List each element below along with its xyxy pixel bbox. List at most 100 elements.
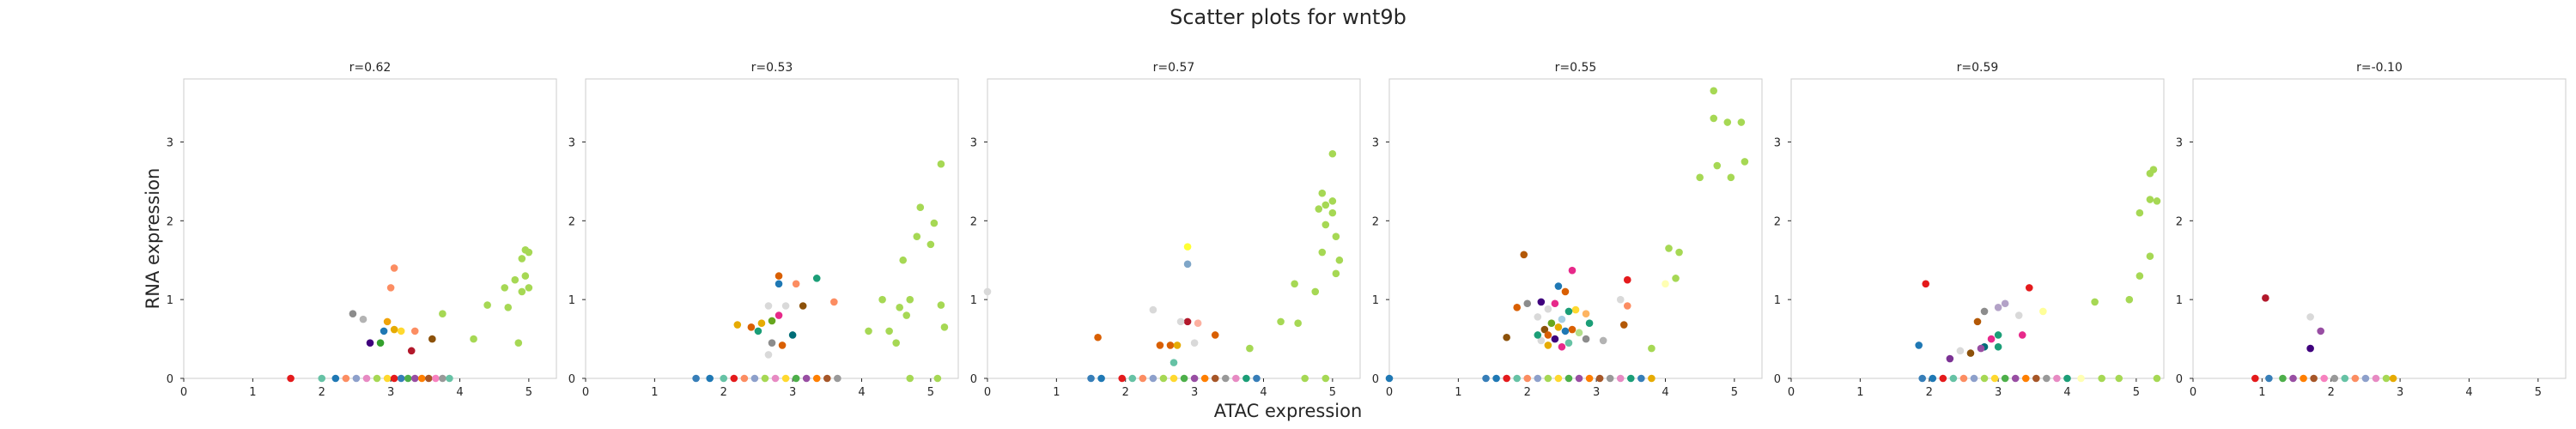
data-point <box>802 374 811 383</box>
data-point <box>775 311 783 319</box>
data-point <box>1328 149 1337 158</box>
data-point <box>362 374 371 383</box>
data-point <box>1648 374 1656 383</box>
data-point <box>1710 114 1718 123</box>
x-tick-label: 3 <box>2397 386 2403 399</box>
data-point <box>1523 374 1532 383</box>
data-point <box>397 374 405 383</box>
data-point <box>906 295 914 304</box>
data-point <box>1675 248 1683 257</box>
subplot-grid: r=0.62 0 1 2 3 4 5 0 1 2 3 r=0.53 0 1 2 3 4 5 0 1 2 3 r=0.57 0 1… <box>167 61 2567 399</box>
x-tick-label: 3 <box>1995 386 2002 399</box>
x-tick-label: 1 <box>1455 386 1461 399</box>
plot-frame <box>1790 78 2165 379</box>
panel-title: r=0.55 <box>1555 61 1597 75</box>
data-point <box>1977 344 1985 353</box>
y-tick-label: 3 <box>568 136 575 149</box>
data-point <box>2251 374 2259 383</box>
data-point <box>525 248 533 257</box>
plot-frame <box>2192 78 2567 379</box>
data-point <box>1554 323 1563 331</box>
data-point <box>1544 374 1552 383</box>
data-point <box>1385 374 1394 383</box>
data-point <box>781 302 790 310</box>
data-point <box>1156 341 1164 349</box>
y-tick-label: 0 <box>568 373 575 386</box>
x-tick-label: 4 <box>858 386 865 399</box>
data-point <box>1544 331 1552 339</box>
data-point <box>2125 295 2134 304</box>
y-tick-label: 3 <box>1774 136 1781 149</box>
data-point <box>1547 319 1556 328</box>
data-point <box>1149 305 1157 314</box>
data-point <box>1544 341 1552 349</box>
data-point <box>349 310 357 317</box>
panel-title: r=0.57 <box>1153 61 1195 75</box>
data-point <box>1973 317 1982 326</box>
data-point <box>1585 374 1594 383</box>
x-tick-label: 0 <box>1386 386 1393 399</box>
data-point <box>1980 374 1989 383</box>
data-point <box>1959 374 1968 383</box>
scatter-panel-3: r=0.57 0 1 2 3 4 5 0 1 2 3 <box>970 61 1361 399</box>
panel-title: r=0.62 <box>349 61 392 75</box>
data-point <box>1966 349 1975 357</box>
data-point <box>788 331 797 339</box>
data-point <box>1619 321 1628 329</box>
data-point <box>1183 243 1192 251</box>
data-point <box>331 374 340 383</box>
data-point <box>1713 161 1722 170</box>
data-point <box>2361 374 2370 383</box>
data-point <box>511 275 519 284</box>
data-point <box>1540 325 1549 334</box>
data-point <box>2341 374 2349 383</box>
data-point <box>1710 87 1718 95</box>
data-point <box>1194 319 1202 328</box>
y-tick-label: 0 <box>1372 373 1379 386</box>
x-tick-label: 5 <box>2535 386 2542 399</box>
data-point <box>1097 374 1105 383</box>
data-point <box>2320 374 2329 383</box>
data-point <box>1585 319 1594 328</box>
data-point <box>1166 341 1175 349</box>
data-point <box>2136 272 2144 280</box>
data-point <box>1221 374 1230 383</box>
data-point <box>2021 374 2030 383</box>
y-tick-label: 1 <box>1774 294 1781 307</box>
figure-suptitle: Scatter plots for wnt9b <box>1170 5 1406 29</box>
data-point <box>1564 307 1573 316</box>
x-tick-label: 2 <box>319 386 325 399</box>
data-point <box>1503 333 1510 341</box>
x-tick-label: 1 <box>1856 386 1863 399</box>
data-point <box>407 347 416 355</box>
data-point <box>823 374 831 383</box>
data-point <box>2001 299 2009 308</box>
x-tick-label: 5 <box>1329 386 1336 399</box>
data-point <box>2279 374 2287 383</box>
data-point <box>410 374 419 383</box>
data-point <box>1994 304 2002 311</box>
data-point <box>1332 269 1340 278</box>
data-point <box>504 304 513 311</box>
data-point <box>1575 329 1583 337</box>
data-point <box>2153 197 2161 205</box>
data-point <box>1648 344 1656 353</box>
data-point <box>352 374 361 383</box>
data-point <box>865 327 872 335</box>
data-point <box>417 374 426 383</box>
data-point <box>1582 335 1590 343</box>
data-point <box>1482 374 1490 383</box>
data-point <box>937 301 945 309</box>
data-point <box>1929 374 1937 383</box>
plot-frame <box>585 78 959 379</box>
data-point <box>1170 374 1178 383</box>
data-point <box>1623 275 1631 284</box>
data-point <box>425 374 433 383</box>
data-point <box>1561 327 1570 335</box>
data-point <box>1537 298 1546 306</box>
data-point <box>2136 208 2144 217</box>
data-point <box>1595 374 1604 383</box>
scatter-panel-1: r=0.62 0 1 2 3 4 5 0 1 2 3 <box>167 61 557 399</box>
data-point <box>2330 374 2339 383</box>
